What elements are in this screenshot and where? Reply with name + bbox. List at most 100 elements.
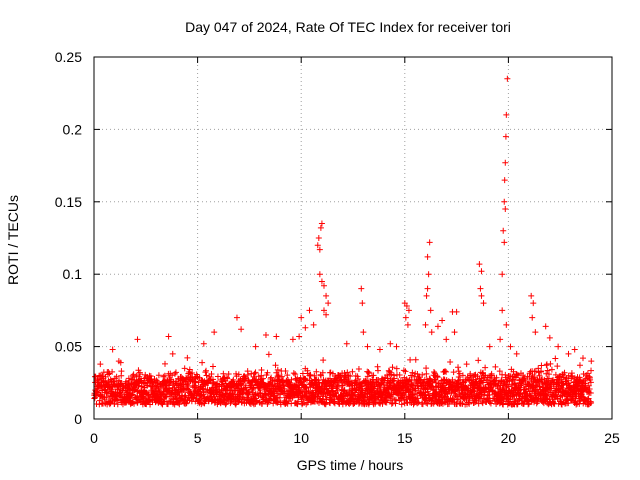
data-point [552,355,559,362]
data-point [453,308,460,315]
data-point [415,399,422,406]
data-point [299,400,306,407]
data-point [455,368,462,375]
data-point [388,371,395,378]
data-point [478,292,485,299]
data-point [121,399,128,406]
data-point [584,370,591,377]
data-point [268,374,275,381]
data-point [579,355,586,362]
data-point [534,398,541,405]
data-point [374,367,381,374]
data-point [409,369,416,376]
data-point [479,400,486,407]
data-point [542,323,549,330]
data-point [400,367,407,374]
data-point [576,362,583,369]
data-point [176,401,183,408]
data-point [114,401,121,408]
data-point [318,278,325,285]
y-tick-label: 0.1 [63,266,83,282]
data-point [423,365,430,372]
data-point [358,285,365,292]
plot-frame [93,56,613,420]
data-point [282,368,289,375]
data-point [443,336,450,343]
data-point [129,391,136,398]
data-point [476,261,483,268]
data-point [555,343,562,350]
x-axis-label: GPS time / hours [297,457,404,473]
data-point [169,372,176,379]
data-point [477,285,484,292]
data-point [133,372,140,379]
data-point [455,364,462,371]
data-point [155,372,162,379]
data-point [203,372,210,379]
data-point [501,198,508,205]
data-point [263,386,270,393]
data-point [467,370,474,377]
data-point [548,366,555,373]
data-point [341,386,348,393]
data-point [455,374,462,381]
data-point [422,321,429,328]
data-point [530,300,537,307]
x-tick-label: 10 [293,430,309,446]
data-point [303,385,310,392]
data-point [109,368,116,375]
data-point [396,372,403,379]
data-point [280,383,287,390]
data-point [200,340,207,347]
data-point [258,367,265,374]
data-point [427,307,434,314]
data-point [501,239,508,246]
data-point [109,346,116,353]
data-point [392,400,399,407]
data-point [478,268,485,275]
data-point [209,363,216,370]
data-point [486,343,493,350]
data-point [426,239,433,246]
data-point [404,321,411,328]
data-point [585,395,592,402]
data-point [202,369,209,376]
data-point [482,364,489,371]
data-point [502,206,509,213]
data-point [323,311,330,318]
data-point [442,368,449,375]
y-tick-label: 0 [74,411,82,427]
data-point [434,323,441,330]
data-point [514,400,521,407]
data-point [252,343,259,350]
data-point [414,395,421,402]
data-point [496,368,503,375]
data-point [349,368,356,375]
data-point [402,314,409,321]
data-point [434,374,441,381]
data-point [391,375,398,382]
data-point [459,372,466,379]
data-point [126,377,133,384]
data-point [184,354,191,361]
data-point [320,357,327,364]
data-point [536,383,543,390]
data-point [166,397,173,404]
data-point [502,391,509,398]
data-point [334,383,341,390]
data-point [273,333,280,340]
data-point [264,369,271,376]
data-point [214,380,221,387]
data-point [504,75,511,82]
data-point [165,333,172,340]
data-point [272,362,279,369]
data-point [587,390,594,397]
data-point [211,329,218,336]
data-point [393,343,400,350]
data-point [415,385,422,392]
data-point [497,336,504,343]
data-point [186,387,193,394]
data-point [235,371,242,378]
data-point [466,400,473,407]
